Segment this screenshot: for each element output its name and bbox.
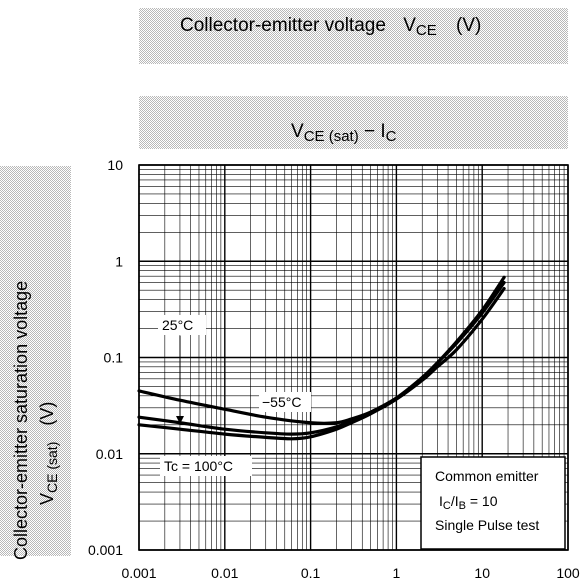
x-tick-label: 0.1 (301, 565, 321, 581)
x-tick-label: 0.001 (121, 565, 156, 581)
series-label-m55: −55°C (262, 394, 301, 410)
title-band (139, 96, 568, 149)
y-tick-label: 10 (107, 157, 123, 173)
arrow-25-head (176, 416, 184, 424)
condition-box (420, 456, 566, 550)
condition-line2: IC/IB = 10 (439, 493, 498, 512)
series-label-100: Tc = 100°C (164, 458, 233, 474)
y-tick-label: 0.01 (96, 446, 123, 462)
y-tick-label: 1 (115, 253, 123, 269)
ylabel-band (0, 166, 71, 556)
tick-labels: 0.001 0.01 0.1 1 10 100 10 1 0.1 0.01 0.001 (88, 157, 580, 581)
label-bg-m55 (259, 392, 311, 412)
chart-title: VCE (sat) − IC (291, 121, 397, 145)
series-line-0 (137, 286, 506, 425)
series-label-25: 25°C (162, 317, 193, 333)
series-lines (137, 275, 506, 441)
y-axis-label-symbol: VCE (sat)(V) (37, 402, 60, 505)
y-tick-label: 0.001 (88, 542, 123, 558)
x-tick-label: 10 (474, 565, 490, 581)
y-tick-label: 0.1 (104, 350, 124, 366)
header-band (139, 8, 568, 64)
x-tick-label: 1 (393, 565, 401, 581)
series-line-2 (137, 275, 506, 441)
x-tick-label: 100 (556, 565, 580, 581)
condition-line1: Common emitter (435, 468, 539, 484)
x-tick-label: 0.01 (211, 565, 238, 581)
header-label: Collector-emitter voltage VCE (V) (180, 15, 481, 40)
label-bg-100 (160, 456, 252, 476)
y-axis-label: Collector-emitter saturation voltage (11, 281, 31, 560)
label-bg-25 (158, 315, 206, 335)
plot-frame (138, 164, 569, 551)
condition-line3: Single Pulse test (435, 517, 539, 533)
grid (138, 164, 569, 551)
